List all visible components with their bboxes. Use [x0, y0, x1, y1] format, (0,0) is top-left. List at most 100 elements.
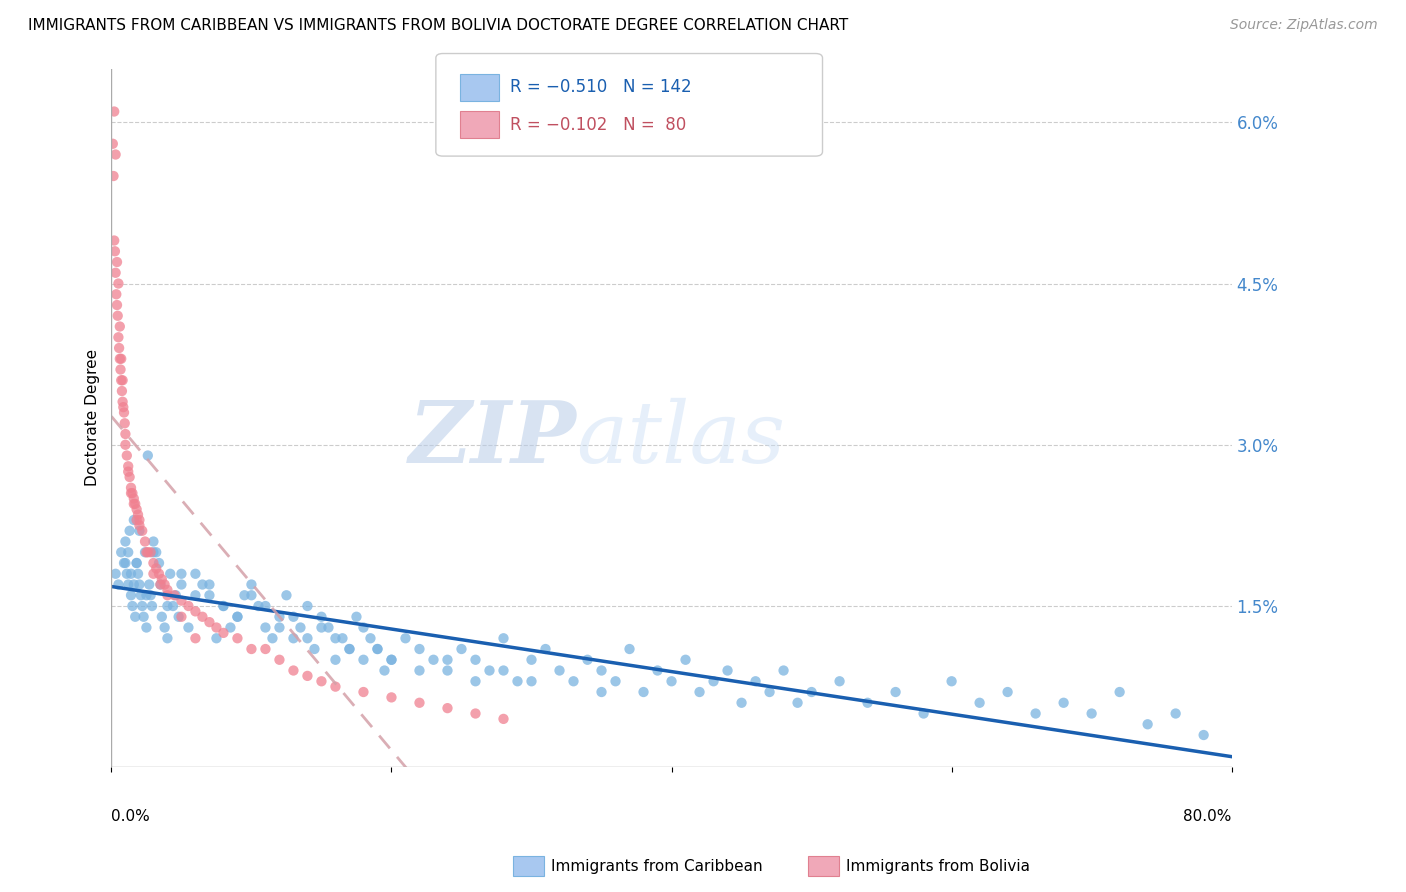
Point	[408, 696, 430, 710]
Point	[125, 556, 148, 570]
Point	[254, 642, 277, 657]
Point	[800, 685, 823, 699]
Point	[226, 609, 249, 624]
Point	[105, 298, 128, 312]
Point	[366, 642, 388, 657]
Point	[170, 566, 193, 581]
Point	[212, 626, 235, 640]
Point	[138, 577, 160, 591]
Point	[148, 556, 170, 570]
Point	[136, 545, 159, 559]
Point	[353, 620, 375, 634]
Point	[142, 556, 165, 570]
Point	[135, 545, 157, 559]
Point	[408, 642, 430, 657]
Point	[122, 497, 145, 511]
Point	[127, 508, 149, 522]
Point	[114, 438, 136, 452]
Point	[212, 599, 235, 613]
Point	[108, 319, 131, 334]
Point	[111, 373, 134, 387]
Point	[162, 599, 184, 613]
Point	[254, 599, 277, 613]
Point	[103, 169, 125, 183]
Point	[114, 534, 136, 549]
Point	[128, 513, 150, 527]
Point	[269, 653, 291, 667]
Point	[120, 566, 142, 581]
Text: IMMIGRANTS FROM CARIBBEAN VS IMMIGRANTS FROM BOLIVIA DOCTORATE DEGREE CORRELATIO: IMMIGRANTS FROM CARIBBEAN VS IMMIGRANTS …	[28, 18, 848, 33]
Point	[139, 588, 162, 602]
Point	[359, 632, 381, 646]
Point	[131, 599, 153, 613]
Point	[240, 588, 263, 602]
Point	[142, 534, 165, 549]
Point	[366, 642, 388, 657]
Point	[283, 609, 305, 624]
Point	[353, 653, 375, 667]
Point	[111, 384, 134, 398]
Point	[101, 136, 124, 151]
Point	[117, 465, 139, 479]
Point	[1025, 706, 1047, 721]
Point	[1192, 728, 1215, 742]
Point	[141, 599, 163, 613]
Point	[661, 674, 683, 689]
Point	[120, 486, 142, 500]
Point	[520, 674, 543, 689]
Point	[114, 417, 136, 431]
Point	[118, 470, 141, 484]
Point	[1164, 706, 1187, 721]
Point	[1052, 696, 1074, 710]
Point	[884, 685, 907, 699]
Point	[107, 330, 129, 344]
Point	[177, 599, 200, 613]
Point	[124, 609, 146, 624]
Point	[1080, 706, 1102, 721]
Point	[276, 588, 298, 602]
Point	[170, 593, 193, 607]
Point	[117, 577, 139, 591]
Point	[1136, 717, 1159, 731]
Text: Source: ZipAtlas.com: Source: ZipAtlas.com	[1230, 18, 1378, 32]
Point	[148, 566, 170, 581]
Point	[108, 341, 131, 355]
Point	[380, 653, 402, 667]
Point	[163, 588, 186, 602]
Point	[112, 556, 135, 570]
Point	[135, 620, 157, 634]
Point	[675, 653, 697, 667]
Point	[110, 545, 132, 559]
Point	[107, 577, 129, 591]
Point	[233, 588, 256, 602]
Y-axis label: Doctorate Degree: Doctorate Degree	[86, 350, 100, 486]
Point	[149, 577, 172, 591]
Point	[304, 642, 326, 657]
Point	[283, 664, 305, 678]
Point	[219, 620, 242, 634]
Point	[184, 632, 207, 646]
Point	[941, 674, 963, 689]
Point	[689, 685, 711, 699]
Point	[450, 642, 472, 657]
Point	[198, 615, 221, 629]
Point	[492, 664, 515, 678]
Point	[422, 653, 444, 667]
Point	[120, 588, 142, 602]
Point	[135, 588, 157, 602]
Point	[131, 524, 153, 538]
Point	[339, 642, 361, 657]
Point	[136, 449, 159, 463]
Point	[191, 609, 214, 624]
Point	[108, 351, 131, 366]
Point	[297, 632, 319, 646]
Point	[111, 394, 134, 409]
Point	[290, 620, 312, 634]
Point	[339, 642, 361, 657]
Point	[117, 545, 139, 559]
Point	[353, 685, 375, 699]
Text: Immigrants from Caribbean: Immigrants from Caribbean	[551, 859, 763, 873]
Point	[198, 588, 221, 602]
Point	[262, 632, 284, 646]
Point	[380, 690, 402, 705]
